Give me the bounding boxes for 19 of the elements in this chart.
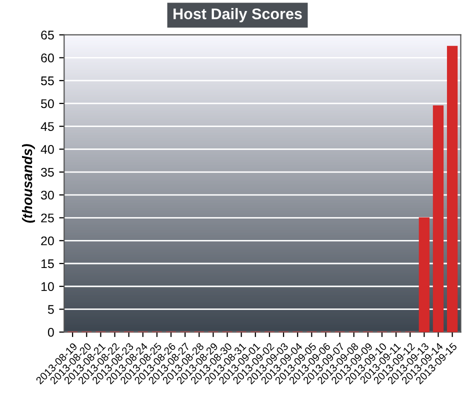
y-tick-label: 5 [48, 305, 54, 314]
y-tick-label: 20 [41, 236, 54, 246]
y-tick-label: 45 [40, 122, 54, 131]
y-tick-label: 35 [40, 168, 54, 177]
y-tick-label: 55 [41, 76, 54, 86]
y-tick-label: 15 [41, 259, 54, 268]
y-tick-label: 50 [41, 99, 54, 108]
y-tick-label: 0 [48, 328, 54, 337]
y-tick-label: 30 [40, 190, 54, 200]
y-tick-label: 40 [40, 144, 54, 154]
y-axis-title: (thousands) [22, 144, 35, 223]
bar [446, 46, 458, 332]
y-tick-label: 10 [41, 282, 54, 292]
y-tick-label: 25 [41, 214, 54, 222]
y-tick-label: 60 [41, 54, 54, 62]
chart-title: Host Daily Scores [174, 8, 302, 22]
bar [432, 105, 444, 332]
bar [418, 217, 430, 332]
y-tick-label: 65 [41, 30, 54, 40]
